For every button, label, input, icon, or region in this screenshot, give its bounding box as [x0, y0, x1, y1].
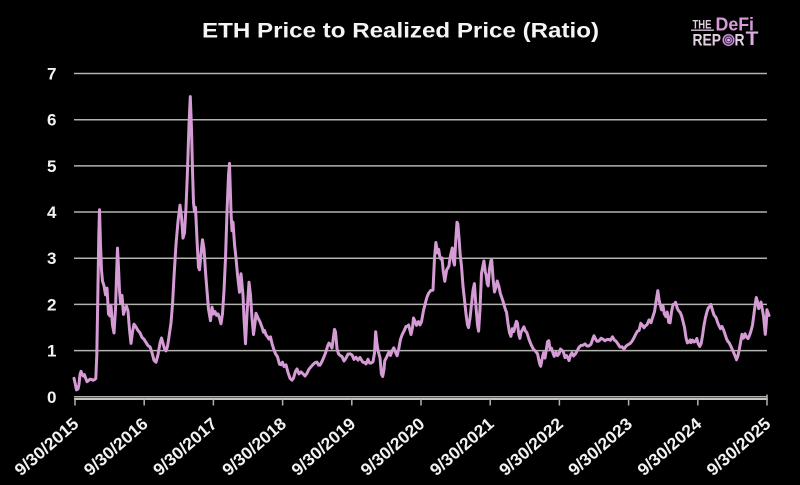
svg-text:4: 4	[47, 203, 57, 222]
svg-text:THE: THE	[693, 18, 712, 32]
svg-text:1: 1	[47, 342, 56, 361]
svg-text:R: R	[735, 31, 745, 50]
svg-text:0: 0	[47, 388, 56, 407]
svg-text:2: 2	[47, 295, 56, 314]
svg-text:7: 7	[47, 65, 56, 84]
svg-text:3: 3	[47, 249, 56, 268]
svg-text:REP: REP	[693, 31, 722, 50]
svg-text:DeFi: DeFi	[716, 14, 755, 35]
svg-text:T: T	[746, 28, 759, 50]
svg-text:5: 5	[47, 157, 56, 176]
svg-text:ETH Price to Realized Price (R: ETH Price to Realized Price (Ratio)	[202, 19, 599, 43]
svg-text:6: 6	[47, 111, 56, 130]
